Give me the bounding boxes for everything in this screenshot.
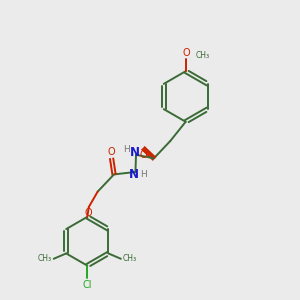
Text: H: H	[140, 170, 146, 179]
Text: O: O	[107, 146, 115, 157]
Text: O: O	[182, 49, 190, 58]
Text: CH₃: CH₃	[123, 254, 137, 263]
Text: Cl: Cl	[82, 280, 92, 290]
Text: N: N	[130, 146, 140, 160]
Text: N: N	[129, 169, 139, 182]
Text: CH₃: CH₃	[196, 51, 210, 60]
Text: CH₃: CH₃	[38, 254, 52, 263]
Text: O: O	[85, 208, 93, 218]
Text: H: H	[123, 145, 130, 154]
Text: O: O	[140, 150, 148, 160]
